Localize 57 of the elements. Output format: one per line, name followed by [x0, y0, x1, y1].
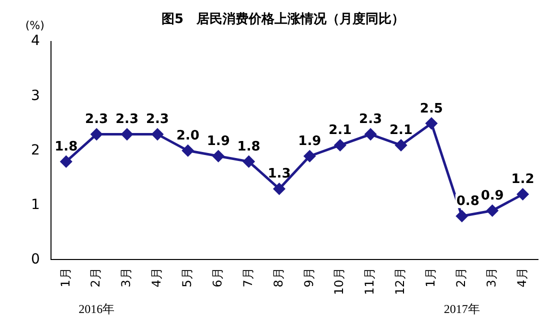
data-label: 1.8 — [54, 139, 78, 154]
point — [90, 128, 102, 140]
x-tick-label: 8月 — [271, 268, 286, 288]
x-tick-label: 6月 — [210, 268, 224, 288]
point — [395, 139, 407, 151]
x-tick-label: 5月 — [180, 268, 194, 288]
y-tick-label: 0 — [30, 251, 40, 268]
x-tick-label: 3月 — [484, 268, 498, 288]
point — [364, 128, 376, 140]
data-label: 2.3 — [85, 112, 108, 128]
point — [212, 150, 224, 162]
chart-title: 图5 居民消费价格上涨情况（月度同比） — [161, 11, 405, 28]
x-tick-label: 3月 — [119, 268, 134, 288]
x-tick-label: 2月 — [88, 268, 103, 288]
data-label: 2.1 — [328, 123, 352, 138]
point — [152, 128, 164, 140]
point — [273, 183, 285, 195]
point — [486, 204, 498, 216]
point — [517, 188, 529, 200]
point — [60, 156, 72, 168]
point — [426, 118, 438, 130]
y-tick-label: 4 — [30, 33, 40, 50]
y-tick-label: 1 — [30, 196, 40, 213]
y-axis-title: (%) — [25, 18, 44, 32]
data-label: 2.0 — [176, 128, 200, 144]
y-tick-label: 3 — [30, 88, 40, 104]
data-label: 1.9 — [206, 134, 230, 149]
data-label: 2.5 — [420, 101, 443, 116]
text: 2016年 — [78, 302, 115, 316]
x-tick-label: 12月 — [393, 268, 408, 296]
x-tick-label: 7月 — [240, 268, 255, 288]
data-label: 1.8 — [237, 139, 260, 154]
x-tick-label: 11月 — [362, 268, 377, 296]
point — [243, 156, 255, 168]
data-label: 0.8 — [456, 194, 480, 209]
data-label: 0.9 — [480, 188, 504, 204]
data-label: 2.3 — [359, 112, 382, 128]
x-tick-label: 2月 — [454, 268, 468, 288]
data-label: 1.9 — [298, 134, 322, 149]
x-tick-label: 10月 — [332, 268, 346, 296]
x-tick-label: 9月 — [302, 268, 316, 288]
point — [456, 210, 468, 222]
x-tick-label: 1月 — [424, 268, 438, 288]
point — [304, 150, 316, 162]
data-label: 2.3 — [116, 112, 139, 128]
point — [334, 139, 346, 151]
text: 2017年 — [444, 302, 480, 316]
y-tick-label: 2 — [30, 142, 40, 158]
data-label: 2.3 — [146, 112, 169, 128]
point — [182, 144, 194, 156]
x-tick-label: 4月 — [514, 268, 529, 288]
x-tick-label: 1月 — [58, 268, 72, 288]
data-label: 1.2 — [511, 172, 534, 188]
data-label: 1.3 — [268, 166, 291, 182]
x-tick-label: 4月 — [150, 268, 164, 288]
point — [121, 128, 133, 140]
data-label: 2.1 — [389, 123, 413, 138]
